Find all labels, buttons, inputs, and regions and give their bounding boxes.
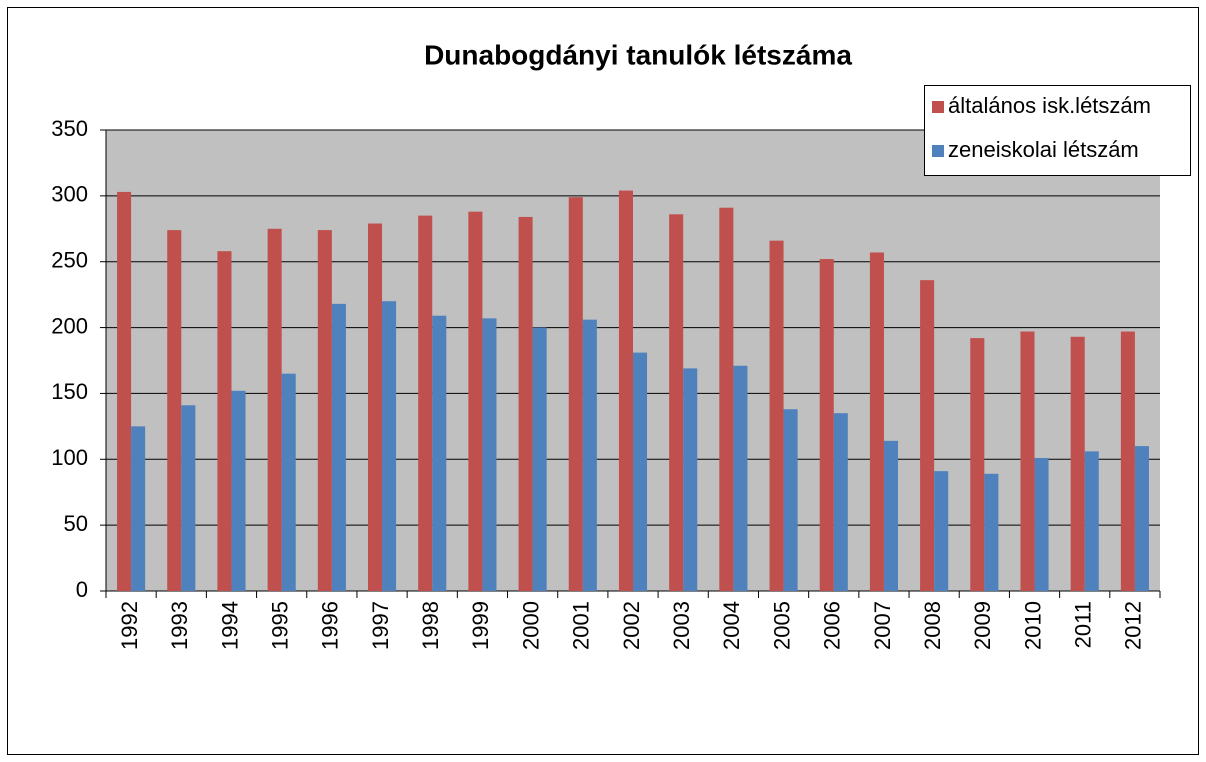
bar <box>934 471 949 591</box>
x-tick-label: 2004 <box>719 601 744 650</box>
bar <box>382 301 397 591</box>
y-tick-label: 300 <box>51 182 88 207</box>
chart-title: Dunabogdányi tanulók létszáma <box>424 39 852 70</box>
bar <box>833 413 848 591</box>
bar <box>669 214 684 591</box>
bar <box>783 409 798 591</box>
x-tick-label: 2005 <box>769 601 794 650</box>
x-tick-label: 2011 <box>1071 601 1096 648</box>
x-tick-label: 2001 <box>569 601 594 650</box>
y-tick-label: 200 <box>51 313 88 338</box>
bar <box>683 368 698 591</box>
x-tick-label: 1992 <box>117 601 142 650</box>
bar <box>1120 331 1135 591</box>
x-tick-label: 2012 <box>1121 601 1146 650</box>
bar <box>482 318 497 591</box>
bar <box>231 390 246 591</box>
bar <box>733 365 748 591</box>
x-tick-label: 1999 <box>468 601 493 650</box>
bar <box>984 473 999 591</box>
bar <box>367 223 383 591</box>
legend-swatch <box>932 145 944 157</box>
legend-box <box>924 85 1191 176</box>
x-tick-label: 2003 <box>669 601 694 650</box>
bar <box>582 319 597 591</box>
bar <box>920 280 935 591</box>
y-tick-label: 100 <box>51 445 88 470</box>
x-tick-label: 1995 <box>267 601 292 650</box>
bar <box>1134 446 1149 591</box>
y-tick-label: 0 <box>76 577 88 602</box>
x-tick-label: 2010 <box>1020 601 1045 650</box>
y-tick-label: 250 <box>51 248 88 273</box>
bar <box>719 207 734 591</box>
bar <box>568 197 583 591</box>
bar <box>1020 331 1035 591</box>
bar <box>131 426 146 591</box>
legend-label: zeneiskolai létszám <box>948 137 1139 162</box>
bar <box>167 230 182 592</box>
bar <box>331 303 346 591</box>
bar <box>217 251 232 592</box>
x-tick-label: 1994 <box>217 601 242 650</box>
bar <box>1034 457 1049 591</box>
bar <box>281 373 296 591</box>
legend-label: általános isk.létszám <box>948 93 1151 118</box>
x-tick-label: 1993 <box>167 601 192 650</box>
bar <box>633 352 648 591</box>
legend-swatch <box>932 101 944 113</box>
bar <box>883 440 899 591</box>
y-tick-label: 150 <box>51 379 88 404</box>
bar <box>181 405 196 591</box>
x-tick-label: 2000 <box>518 601 543 650</box>
bar <box>1084 451 1099 591</box>
bar <box>532 327 547 591</box>
x-tick-label: 1998 <box>418 601 443 650</box>
x-tick-label: 1996 <box>318 601 343 650</box>
bar <box>117 191 132 592</box>
x-tick-label: 2008 <box>920 601 945 650</box>
bar <box>468 211 483 592</box>
bar <box>1070 336 1085 591</box>
bar <box>869 252 884 591</box>
bar <box>970 338 985 591</box>
x-tick-label: 2006 <box>820 601 845 650</box>
x-tick-label: 1997 <box>368 601 393 650</box>
y-tick-label: 350 <box>51 116 88 141</box>
y-tick-label: 50 <box>64 511 88 536</box>
x-tick-label: 2009 <box>970 601 995 650</box>
bar <box>518 216 533 591</box>
bar <box>618 190 633 592</box>
bar <box>819 259 834 591</box>
bar <box>317 230 332 592</box>
bar <box>267 228 282 592</box>
x-tick-label: 2002 <box>619 601 644 650</box>
x-tick-label: 2007 <box>870 601 895 650</box>
bar <box>418 215 433 591</box>
bar <box>769 240 784 591</box>
bar <box>432 315 447 591</box>
